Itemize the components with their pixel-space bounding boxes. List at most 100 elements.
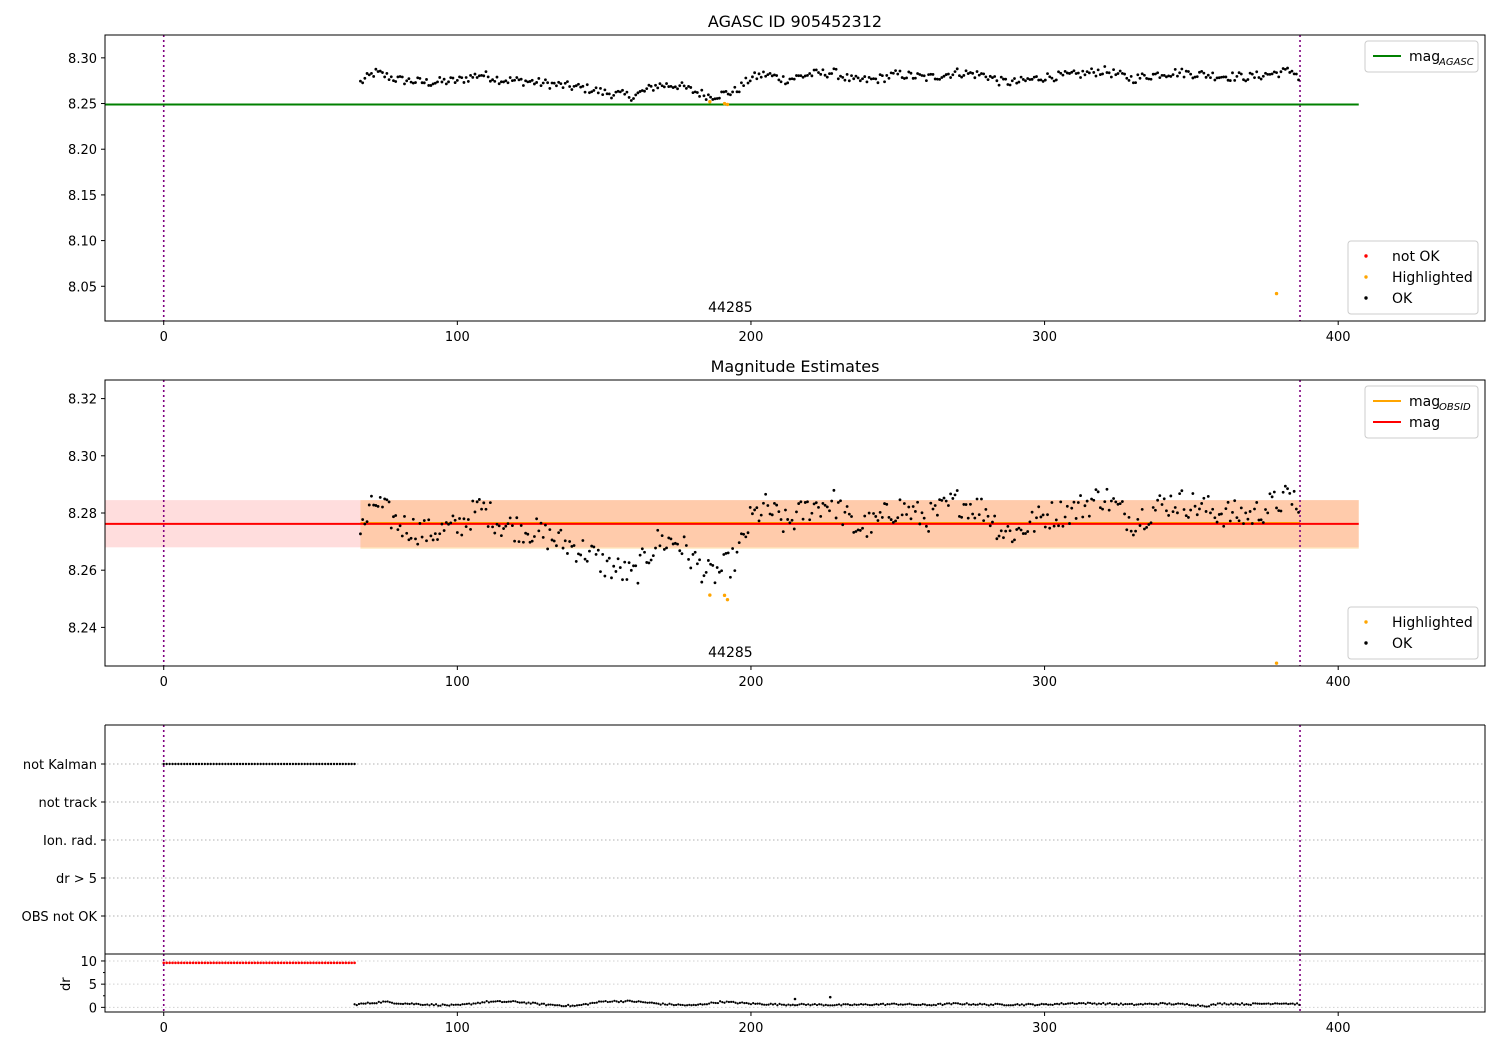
- flag-point: [224, 762, 227, 766]
- ok-point: [1231, 510, 1234, 514]
- axes-frame-3: [104, 953, 1486, 1013]
- ok-point: [1167, 514, 1171, 517]
- ok-point: [713, 97, 717, 101]
- ok-point: [506, 81, 510, 85]
- ok-point: [1054, 78, 1058, 82]
- dr-ok-point: [428, 1004, 431, 1007]
- dr-ok-point: [1287, 1002, 1290, 1006]
- flag-point: [227, 762, 230, 766]
- dr-ok-point: [415, 1002, 418, 1005]
- ok-point: [944, 73, 948, 76]
- dr-ok-point: [1192, 1004, 1195, 1007]
- ok-point: [1076, 71, 1080, 75]
- dr-ok-point: [1104, 1003, 1107, 1006]
- ok-point: [1270, 72, 1274, 76]
- dr-ok-point: [463, 1003, 466, 1006]
- ok-point: [863, 514, 867, 518]
- ok-point: [735, 90, 739, 94]
- ok-point: [773, 501, 776, 505]
- ok-point: [407, 77, 411, 81]
- ok-point: [665, 546, 668, 550]
- ok-point: [392, 515, 395, 519]
- dr-ok-point: [595, 1001, 598, 1004]
- ok-point: [951, 73, 955, 77]
- ok-point: [1118, 69, 1122, 73]
- legend-1-lower-right: Highlighted OK: [1347, 606, 1479, 660]
- dr-ok-point: [476, 1001, 479, 1004]
- dr-ok-point: [1157, 1003, 1160, 1006]
- ok-point: [1015, 81, 1019, 85]
- y-tick-label: 8.25: [68, 98, 97, 113]
- dr-ok-point: [1005, 1004, 1008, 1007]
- dr-ok-point: [1053, 1002, 1056, 1006]
- ok-point: [398, 524, 402, 528]
- dr-ok-point: [368, 1002, 372, 1005]
- ok-point: [389, 526, 393, 530]
- legend-dot-swatch: [1364, 275, 1368, 279]
- ok-point: [618, 566, 622, 569]
- dr-red-point: [279, 961, 283, 965]
- ok-point: [533, 535, 536, 538]
- ok-point: [1248, 71, 1252, 75]
- dr-ok-point: [540, 1002, 543, 1005]
- ok-point: [995, 537, 999, 541]
- dr-ok-point: [1049, 1003, 1052, 1006]
- dr-ok-point: [963, 1003, 966, 1006]
- ok-point: [1277, 509, 1281, 513]
- dr-ok-point: [943, 1003, 946, 1006]
- dr-red-point: [276, 961, 280, 965]
- ok-point: [1028, 520, 1032, 524]
- dr-ok-point: [853, 1003, 856, 1006]
- ok-point: [911, 505, 915, 508]
- ok-point: [442, 77, 446, 81]
- dr-ok-point: [1027, 1002, 1030, 1005]
- ok-point: [1063, 69, 1067, 73]
- ok-point: [702, 574, 706, 578]
- ok-point: [698, 558, 701, 562]
- dr-ok-point: [663, 1003, 667, 1006]
- ok-point: [1202, 496, 1206, 500]
- dr-ok-point: [461, 1003, 464, 1006]
- dr-ok-point: [859, 1002, 863, 1006]
- ok-point: [878, 510, 882, 514]
- ok-point: [1294, 72, 1298, 76]
- ok-point: [605, 92, 609, 96]
- ok-point: [665, 82, 668, 85]
- ok-point: [975, 70, 979, 73]
- ok-point: [1030, 510, 1034, 514]
- ok-point: [1019, 528, 1023, 532]
- ok-point: [755, 77, 759, 81]
- ok-point: [601, 93, 605, 97]
- ok-point: [784, 82, 787, 86]
- ok-point: [1116, 72, 1120, 75]
- dr-ok-point: [452, 1003, 455, 1007]
- dr-red-point: [244, 961, 248, 965]
- dr-red-point: [203, 961, 207, 965]
- dr-ok-point: [879, 1002, 882, 1006]
- ok-point: [570, 88, 574, 91]
- ok-point: [1237, 519, 1241, 523]
- ok-point: [1054, 518, 1058, 522]
- dr-red-point: [185, 961, 189, 965]
- ok-point: [795, 74, 798, 77]
- flag-point: [215, 762, 218, 766]
- dr-ok-point: [840, 1004, 843, 1007]
- dr-ok-point: [529, 1002, 532, 1005]
- dr-outlier-point: [828, 995, 832, 999]
- ok-point: [775, 74, 779, 77]
- ok-point: [1242, 78, 1245, 82]
- dr-ok-point: [514, 1000, 517, 1003]
- obsid-annotation: 44285: [708, 645, 753, 661]
- ok-point: [464, 525, 468, 529]
- ok-point: [949, 492, 953, 496]
- ok-point: [621, 88, 624, 92]
- dr-ok-point: [884, 1003, 887, 1007]
- dr-y-tick-label: 5: [89, 978, 97, 993]
- dr-ok-point: [366, 1001, 369, 1004]
- dr-ok-point: [1031, 1003, 1034, 1006]
- ok-point: [539, 521, 543, 525]
- ok-point: [1026, 530, 1030, 533]
- ok-point: [1068, 72, 1071, 75]
- dr-ok-point: [650, 1001, 653, 1004]
- ok-point: [418, 522, 422, 525]
